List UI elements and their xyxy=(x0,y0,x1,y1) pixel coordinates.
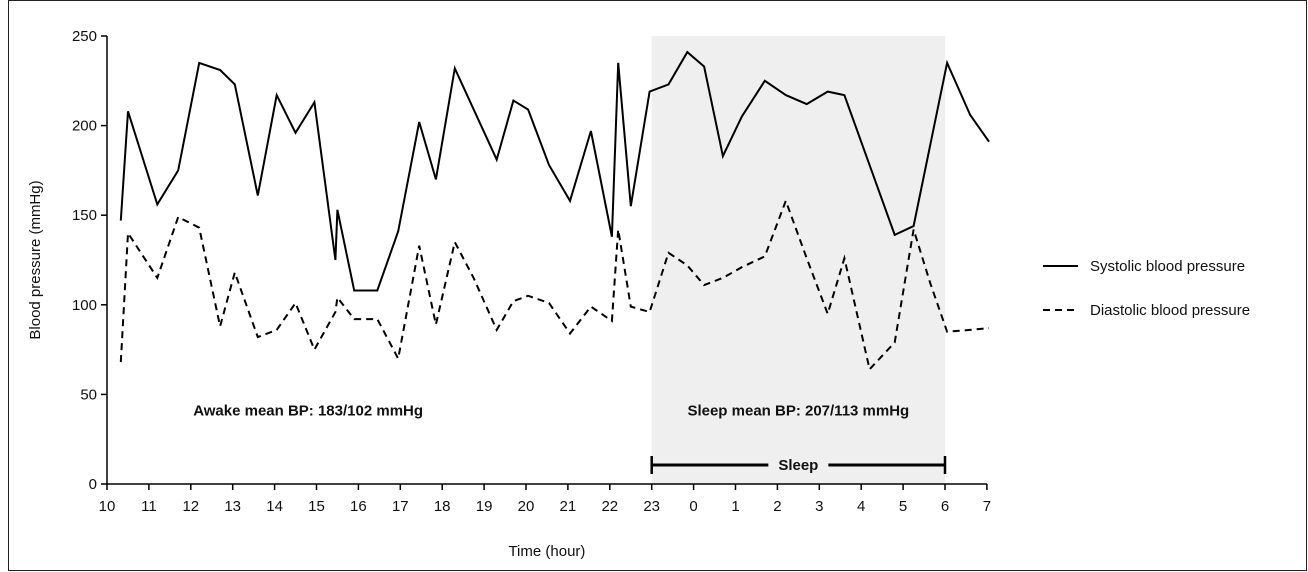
sleep-bracket-label: Sleep xyxy=(778,457,818,474)
y-tick-label: 200 xyxy=(72,118,97,135)
x-tick-label: 22 xyxy=(601,498,618,515)
sleep-mean-annotation: Sleep mean BP: 207/113 mmHg xyxy=(687,402,909,419)
x-tick-label: 7 xyxy=(983,498,991,515)
x-tick-label: 20 xyxy=(518,498,535,515)
x-tick-label: 18 xyxy=(434,498,451,515)
y-tick-label: 0 xyxy=(89,476,97,493)
x-tick-label: 13 xyxy=(224,498,241,515)
x-tick-label: 5 xyxy=(899,498,907,515)
x-tick-label: 3 xyxy=(815,498,823,515)
y-tick-label: 150 xyxy=(72,207,97,224)
x-tick-label: 21 xyxy=(560,498,577,515)
x-tick-label: 23 xyxy=(643,498,660,515)
sleep-shaded-region xyxy=(651,36,945,484)
x-tick-label: 17 xyxy=(392,498,409,515)
systolic-legend-label: Systolic blood pressure xyxy=(1090,258,1245,275)
x-tick-label: 6 xyxy=(941,498,949,515)
y-tick-label: 50 xyxy=(80,386,97,403)
y-axis-title: Blood pressure (mmHg) xyxy=(27,180,44,339)
x-axis-title: Time (hour) xyxy=(508,543,585,560)
y-tick-label: 250 xyxy=(72,28,97,45)
x-tick-label: 4 xyxy=(857,498,865,515)
x-tick-label: 1 xyxy=(731,498,739,515)
x-tick-label: 12 xyxy=(182,498,199,515)
y-tick-label: 100 xyxy=(72,297,97,314)
x-tick-label: 10 xyxy=(99,498,116,515)
x-tick-label: 16 xyxy=(350,498,367,515)
diastolic-legend-label: Diastolic blood pressure xyxy=(1090,302,1250,319)
diastolic-series-line xyxy=(119,198,990,372)
x-tick-label: 14 xyxy=(266,498,283,515)
x-tick-label: 2 xyxy=(773,498,781,515)
x-tick-label: 11 xyxy=(141,498,157,515)
x-tick-label: 0 xyxy=(689,498,697,515)
awake-mean-annotation: Awake mean BP: 183/102 mmHg xyxy=(193,402,423,419)
x-tick-label: 19 xyxy=(476,498,493,515)
x-tick-label: 15 xyxy=(308,498,325,515)
systolic-series-line xyxy=(119,50,990,292)
